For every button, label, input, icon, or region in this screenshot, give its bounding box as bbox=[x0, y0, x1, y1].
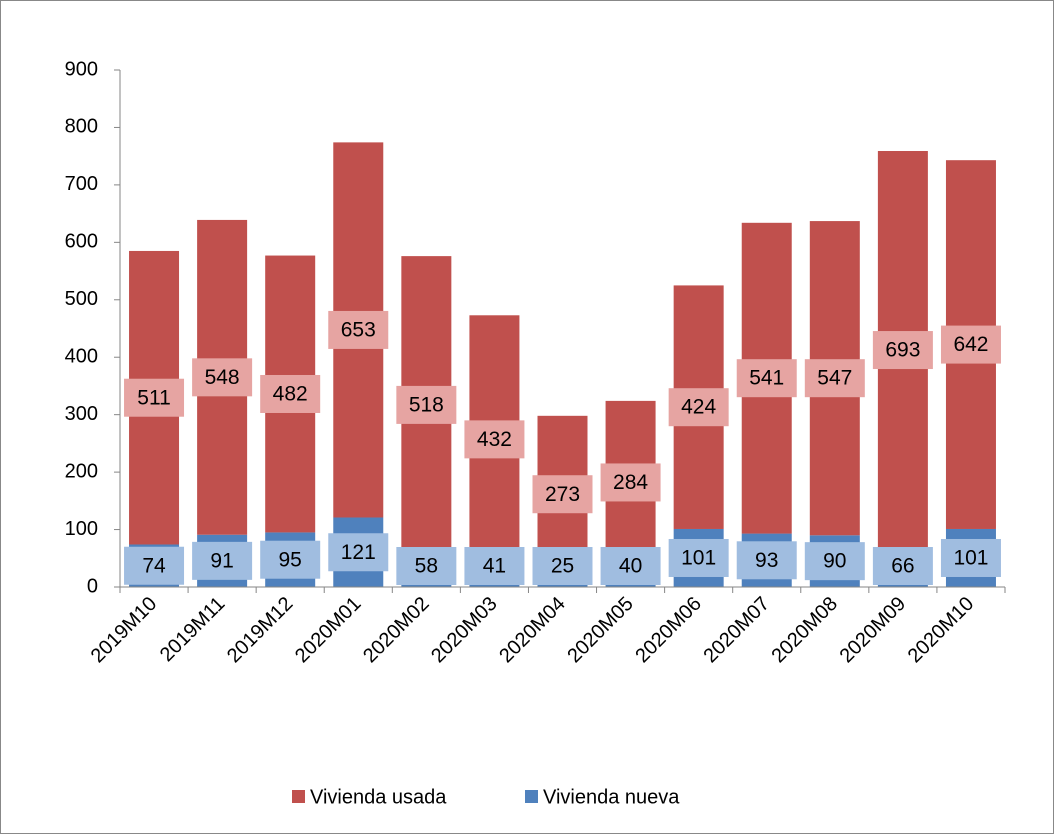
data-label-box bbox=[192, 358, 253, 397]
data-label-box bbox=[124, 546, 185, 585]
data-label: 693 bbox=[885, 339, 920, 362]
data-label-box bbox=[668, 538, 729, 577]
y-tick-label: 900 bbox=[65, 58, 98, 80]
data-label: 93 bbox=[755, 549, 778, 572]
data-label-box bbox=[532, 547, 593, 585]
data-label-box bbox=[600, 547, 661, 585]
data-label: 58 bbox=[415, 555, 438, 578]
data-label-box bbox=[668, 388, 729, 427]
data-label: 273 bbox=[545, 483, 580, 506]
data-label-box bbox=[124, 378, 185, 417]
data-label-box bbox=[328, 310, 389, 349]
data-label: 25 bbox=[551, 555, 574, 578]
y-tick-label: 0 bbox=[87, 575, 98, 597]
data-label-box bbox=[804, 359, 865, 398]
data-label-box bbox=[736, 359, 797, 398]
data-label-box bbox=[940, 538, 1001, 577]
data-label: 548 bbox=[205, 366, 240, 389]
y-tick-label: 100 bbox=[65, 518, 98, 540]
data-label: 101 bbox=[953, 547, 988, 570]
y-tick-label: 500 bbox=[65, 288, 98, 310]
data-label: 284 bbox=[613, 471, 648, 494]
data-label-box bbox=[736, 541, 797, 580]
data-label-box bbox=[192, 541, 253, 580]
data-label-box bbox=[396, 385, 457, 424]
data-label: 642 bbox=[953, 333, 988, 356]
data-label: 518 bbox=[409, 393, 444, 416]
data-label: 121 bbox=[341, 541, 376, 564]
legend-label: Vivienda usada bbox=[310, 786, 447, 808]
data-label: 40 bbox=[619, 555, 642, 578]
data-label-box bbox=[940, 325, 1001, 364]
legend-label: Vivienda nueva bbox=[543, 786, 680, 808]
y-tick-label: 800 bbox=[65, 116, 98, 138]
data-label: 41 bbox=[483, 555, 506, 578]
data-label-box bbox=[464, 420, 525, 459]
y-tick-label: 700 bbox=[65, 173, 98, 195]
y-tick-label: 600 bbox=[65, 231, 98, 253]
data-label-box bbox=[464, 547, 525, 585]
data-label-box bbox=[600, 463, 661, 502]
data-label: 90 bbox=[823, 550, 846, 573]
y-tick-label: 200 bbox=[65, 460, 98, 482]
data-label-box bbox=[260, 540, 321, 579]
data-label-box bbox=[328, 533, 389, 572]
data-label-box bbox=[260, 374, 321, 413]
data-label-box bbox=[396, 547, 457, 585]
data-label-box bbox=[872, 547, 933, 585]
data-label: 101 bbox=[681, 547, 716, 570]
data-label-box bbox=[532, 475, 593, 514]
data-label-box bbox=[872, 331, 933, 370]
data-label: 511 bbox=[137, 386, 170, 409]
legend-swatch bbox=[525, 790, 538, 803]
data-label: 482 bbox=[273, 383, 308, 406]
y-tick-label: 400 bbox=[65, 346, 98, 368]
data-label: 91 bbox=[210, 549, 233, 572]
data-label: 653 bbox=[341, 318, 376, 341]
data-label: 432 bbox=[477, 428, 512, 451]
data-label: 541 bbox=[749, 367, 784, 390]
data-label: 424 bbox=[681, 396, 716, 419]
data-label-box bbox=[804, 542, 865, 581]
data-label: 66 bbox=[891, 555, 914, 578]
data-label: 95 bbox=[279, 548, 302, 571]
data-label: 74 bbox=[142, 554, 166, 577]
data-label: 547 bbox=[817, 367, 852, 390]
y-tick-label: 300 bbox=[65, 403, 98, 425]
legend-swatch bbox=[292, 790, 305, 803]
